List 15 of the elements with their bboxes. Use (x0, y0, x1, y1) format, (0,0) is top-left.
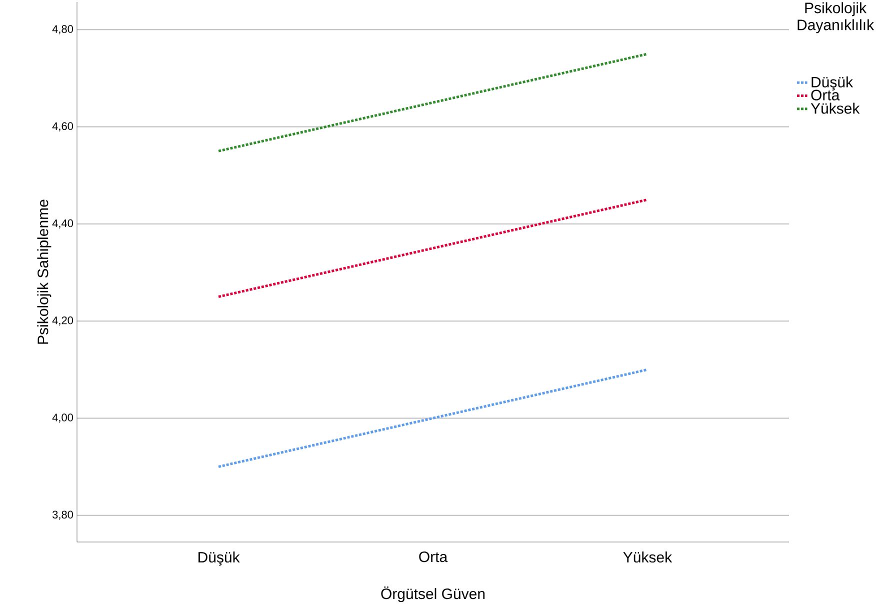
x-axis-title: Örgütsel Güven (381, 586, 485, 602)
x-tick-label: Düşük (198, 552, 240, 566)
y-tick-label: 4,60 (52, 122, 74, 132)
y-tick-label: 4,00 (52, 414, 74, 423)
y-tick-label: 3,80 (52, 510, 74, 520)
y-tick-label: 4,20 (52, 316, 74, 326)
legend-label: Yüksek (810, 102, 860, 114)
x-tick-label: Yüksek (623, 552, 672, 563)
legend-label: Düşük (812, 76, 854, 90)
legend-label: Orta (811, 90, 840, 100)
y-tick-label: 4,40 (52, 219, 74, 228)
y-tick-label: 4,80 (52, 25, 74, 34)
x-tick-label: Orta (419, 552, 448, 562)
y-axis-title: Psikolojik Sahiplenme (37, 200, 52, 344)
legend-title: Psikolojik Dayanıklılık (798, 2, 874, 34)
